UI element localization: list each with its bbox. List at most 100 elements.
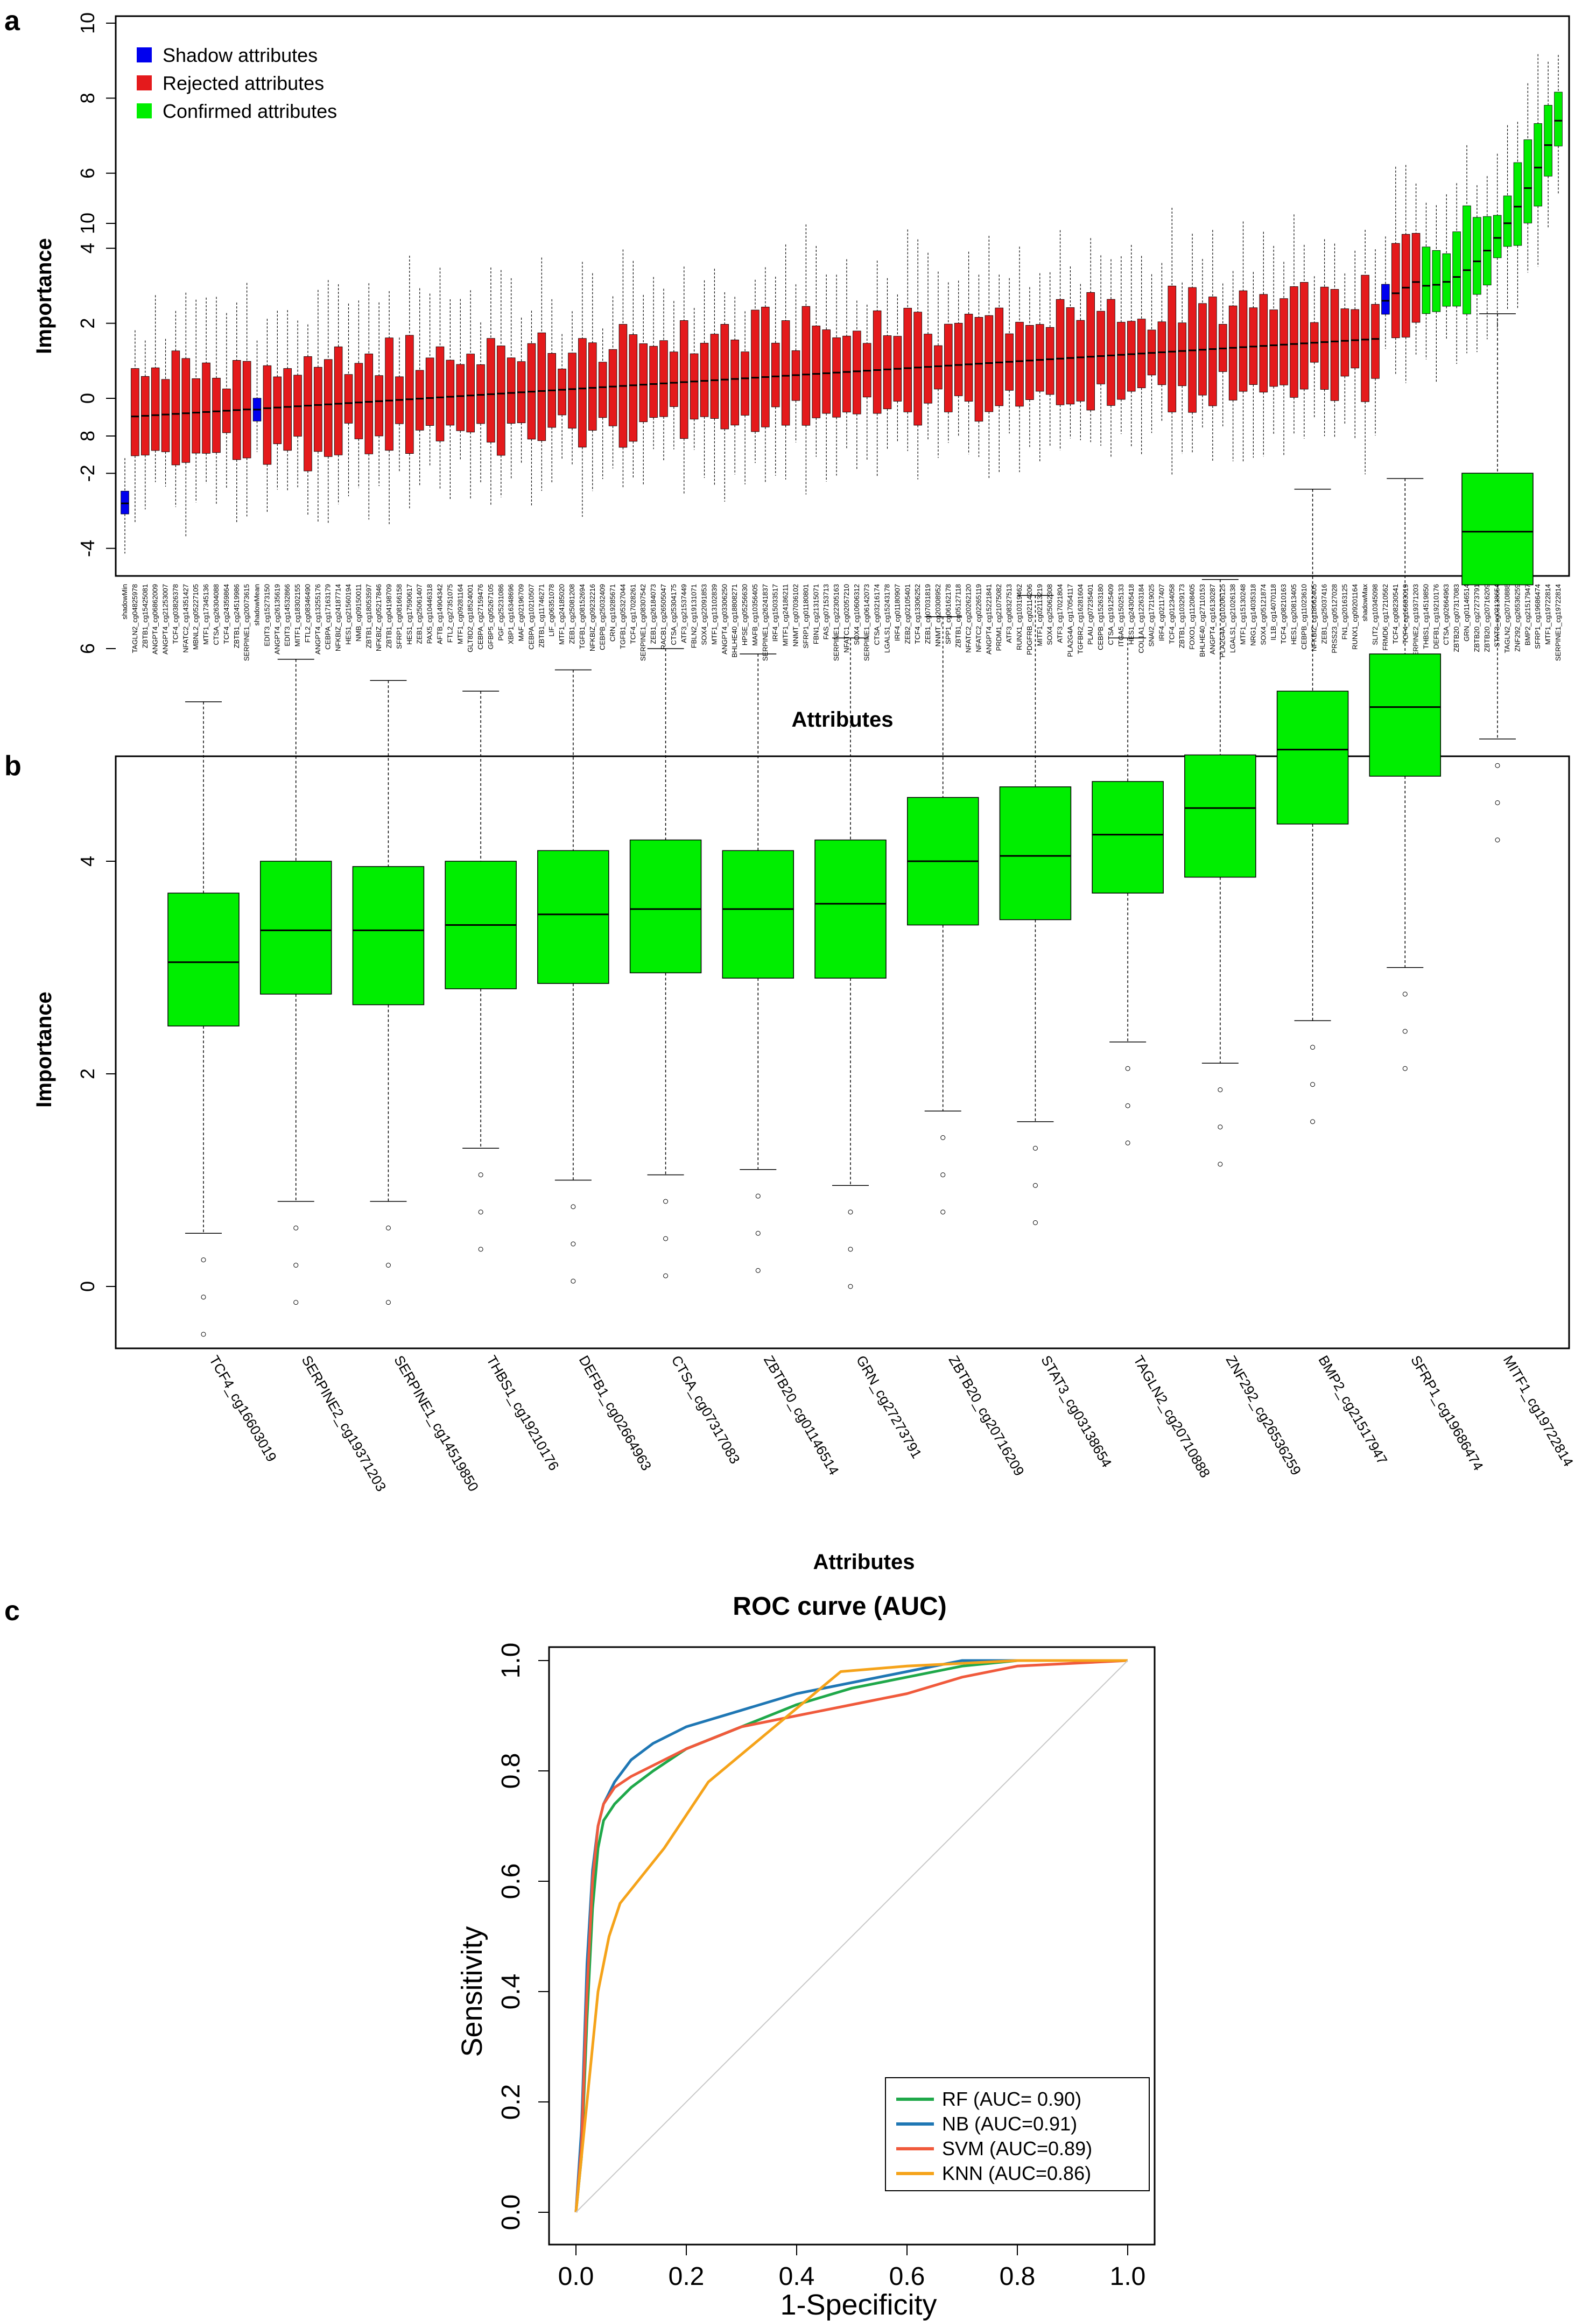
roc-xtick-label: 0.4 <box>779 2262 815 2291</box>
xtick-label-a: HPSE_cg05256630 <box>741 584 749 645</box>
xtick-label-a: ZBTB1_cg18053597 <box>364 584 372 648</box>
box-a <box>883 335 892 410</box>
xtick-label-a: BMP2_cg21517947 <box>1523 584 1531 645</box>
xtick-label-a: MITF1_cg18302155 <box>293 584 301 646</box>
box-a <box>629 334 638 442</box>
outlier-b <box>293 1263 299 1268</box>
box-a <box>1300 282 1309 390</box>
box-a <box>1290 286 1298 398</box>
box-a <box>1534 123 1542 207</box>
xtick-label-a: EDIT3_cg15273150 <box>263 584 271 646</box>
box-a <box>801 306 811 426</box>
outlier-b <box>940 1172 946 1178</box>
outlier-b <box>1032 1183 1038 1188</box>
xtick-label-a: CEBPA_cg10210507 <box>527 584 535 650</box>
ytick-label-a: 10 <box>76 12 99 34</box>
xtick-label-a: NNMT_cg20308952 <box>934 584 942 646</box>
box-a <box>903 308 912 412</box>
box-a <box>812 326 821 418</box>
box-a <box>568 353 576 429</box>
box-a <box>415 370 424 431</box>
box-a <box>1036 324 1044 392</box>
panel-b-frame <box>115 755 1570 1349</box>
panel-b-xlabel: Attributes <box>813 1550 915 1574</box>
box-a <box>304 356 312 472</box>
roc-xlabel: 1-Specificity <box>780 2289 937 2321</box>
legend-swatch-rejected <box>137 75 152 90</box>
legend-label-confirmed: Confirmed attributes <box>163 100 337 122</box>
box-b <box>352 866 425 1005</box>
xtick-label-a: ATF3_cg17021804 <box>1056 584 1064 643</box>
roc-ytick-label: 0.8 <box>497 1753 525 1789</box>
xtick-label-a: PLA2G4A_cg10206125 <box>1219 584 1227 658</box>
xtick-label-a: TCF4_cg03826378 <box>171 584 179 644</box>
legend-swatch-confirmed <box>137 103 152 118</box>
box-a <box>1361 275 1369 402</box>
xtick-label-a: THBS1_cg14519850 <box>1422 584 1430 649</box>
xtick-label-a: RUNX1_cg10319462 <box>1015 584 1023 650</box>
xtick-label-a: BHLHE40_cg27110153 <box>1198 584 1206 657</box>
roc-ytick-label: 0.4 <box>497 1974 525 2010</box>
xtick-label-a: MTF1_cg19722814 <box>1544 584 1552 645</box>
xtick-label-a: ANGPT4_cg03306250 <box>720 584 728 655</box>
panel-a-xlabel: Attributes <box>792 708 894 732</box>
xtick-label-a: SOX4_cg22091853 <box>700 584 708 645</box>
outlier-b <box>1125 1140 1130 1145</box>
box-a <box>1117 322 1126 400</box>
box-a <box>1452 231 1461 307</box>
xtick-label-a: COL1A1_cg12263184 <box>1137 584 1145 653</box>
xtick-label-a: FRMD6_cg17210562 <box>1381 584 1389 651</box>
xtick-label-b: TCF4_cg16603019 <box>206 1353 280 1465</box>
box-a <box>1269 310 1278 387</box>
outlier-b <box>1402 1066 1408 1071</box>
box-a <box>1076 320 1085 402</box>
xtick-label-a: TCF4_cg13306252 <box>913 584 922 644</box>
xtick-label-a: RUNX1_cg09201164 <box>1351 584 1359 650</box>
roc-xtick-label: 0.2 <box>669 2262 705 2291</box>
roc-ytick-label: 0.6 <box>497 1863 525 1900</box>
panel-c-chart: ROC curve (AUC) 0.0 0.2 0.4 0.6 0.8 1.0 0.0 0.2… <box>456 1592 1156 2321</box>
panel-b-ylabel: Importance <box>32 991 56 1108</box>
ytick-label-a: -4 <box>76 540 99 557</box>
xtick-label-a: SFRP1_cg19686474 <box>1534 584 1542 649</box>
ytick-label-a: 8 <box>76 93 99 103</box>
box-a <box>974 317 983 422</box>
outlier-b <box>1495 763 1500 768</box>
xtick-label-a: LGALS1_cg21026138 <box>1229 584 1237 653</box>
xtick-label-a: shadowMean <box>253 584 261 625</box>
outlier-b <box>940 1209 946 1215</box>
roc-ylabel: Sensitivity <box>456 1926 488 2057</box>
box-a <box>639 343 648 423</box>
xtick-label-a: ZBTB1_cg10329173 <box>1178 584 1186 648</box>
box-a <box>121 490 129 515</box>
outlier-b <box>755 1193 761 1199</box>
xtick-label-a: FTL2_cg08346490 <box>304 584 312 643</box>
xtick-label-a: MTF1_cg09281164 <box>456 584 464 644</box>
box-a <box>263 365 272 465</box>
box-a <box>405 335 414 454</box>
roc-diagonal <box>575 1660 1128 2213</box>
box-a <box>1371 304 1380 379</box>
panel-a-legend: Shadow attributes Rejected attributes Co… <box>137 44 337 122</box>
box-a <box>161 379 170 452</box>
xtick-label-a: LGALS1_cg15243178 <box>883 584 891 653</box>
roc-legend-label: SVM (AUC=0.89) <box>942 2137 1092 2160</box>
box-a <box>1228 305 1238 400</box>
box-a <box>934 345 943 390</box>
legend-swatch-shadow <box>137 47 152 62</box>
box-a <box>456 364 465 431</box>
box-a <box>995 307 1004 406</box>
outlier-b <box>201 1295 206 1300</box>
box-a <box>608 349 617 426</box>
legend-label-shadow: Shadow attributes <box>163 44 318 66</box>
box-a <box>1015 322 1024 407</box>
outlier-b <box>848 1284 853 1289</box>
xtick-label-a: PRSS23_cg05127028 <box>1330 584 1338 653</box>
box-a <box>873 310 882 414</box>
box-a <box>1391 243 1400 339</box>
box-a <box>202 362 210 454</box>
xtick-label-a: CEBPA_cg27159476 <box>476 584 484 650</box>
xtick-label-a: BHLHE40_cg18808271 <box>730 584 739 658</box>
xtick-label-a: NFATC1_cg02057210 <box>842 584 850 653</box>
outlier-b <box>663 1273 669 1278</box>
